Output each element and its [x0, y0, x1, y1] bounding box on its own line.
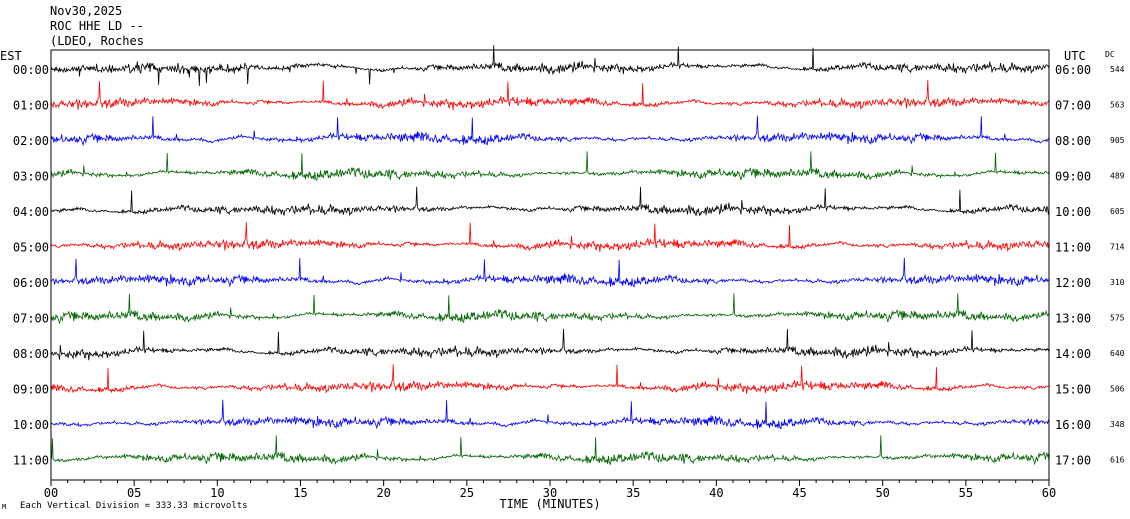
- dc-axis-label: DC: [1105, 50, 1115, 59]
- est-label-1: 01:00: [13, 99, 49, 113]
- dc-value-11: 616: [1110, 456, 1125, 465]
- dc-value-2: 905: [1110, 136, 1125, 145]
- x-tick-label-10: 10: [210, 486, 224, 500]
- est-label-8: 08:00: [13, 347, 49, 361]
- trace-0000: [50, 45, 1050, 87]
- trace-0200: [50, 115, 1050, 147]
- dc-value-0: 544: [1110, 65, 1125, 74]
- utc-label-11: 17:00: [1055, 454, 1091, 468]
- est-label-5: 05:00: [13, 241, 49, 255]
- plot-frame: [50, 49, 1050, 481]
- dc-value-6: 310: [1110, 278, 1125, 287]
- utc-label-3: 09:00: [1055, 170, 1091, 184]
- trace-0500: [50, 222, 1050, 253]
- header-network: (LDEO, Roches: [50, 34, 144, 48]
- x-tick-label-35: 35: [626, 486, 640, 500]
- dc-value-4: 605: [1110, 207, 1125, 216]
- x-tick-label-45: 45: [792, 486, 806, 500]
- utc-label-5: 11:00: [1055, 241, 1091, 255]
- dc-value-5: 714: [1110, 243, 1125, 252]
- trace-0400: [50, 186, 1050, 217]
- utc-label-4: 10:00: [1055, 205, 1091, 219]
- utc-label-7: 13:00: [1055, 312, 1091, 326]
- header-date: Nov30,2025: [50, 4, 123, 18]
- est-label-3: 03:00: [13, 170, 49, 184]
- est-label-0: 00:00: [13, 63, 49, 77]
- est-label-6: 06:00: [13, 276, 49, 290]
- x-tick-label-20: 20: [376, 486, 390, 500]
- header-station: ROC HHE LD --: [50, 19, 144, 33]
- utc-label-0: 06:00: [1055, 63, 1091, 77]
- trace-1000: [50, 399, 1050, 430]
- est-label-11: 11:00: [13, 454, 49, 468]
- utc-label-9: 15:00: [1055, 383, 1091, 397]
- dc-value-7: 575: [1110, 314, 1125, 323]
- footer-mark: M: [2, 503, 7, 511]
- trace-0100: [50, 80, 1050, 111]
- x-tick-label-50: 50: [875, 486, 889, 500]
- dc-value-8: 640: [1110, 349, 1125, 358]
- scale-label: Each Vertical Division = 333.33 microvol…: [20, 501, 248, 511]
- x-tick-label-60: 60: [1042, 486, 1056, 500]
- trace-0900: [50, 364, 1050, 395]
- trace-0700: [50, 293, 1050, 325]
- x-tick-label-00: 00: [44, 486, 58, 500]
- x-tick-label-55: 55: [959, 486, 973, 500]
- est-label-4: 04:00: [13, 205, 49, 219]
- dc-value-1: 563: [1110, 101, 1125, 110]
- trace-0300: [50, 151, 1050, 182]
- est-label-7: 07:00: [13, 312, 49, 326]
- dc-value-3: 489: [1110, 172, 1125, 181]
- utc-label-10: 16:00: [1055, 418, 1091, 432]
- utc-axis-label: UTC: [1064, 49, 1086, 63]
- est-label-2: 02:00: [13, 134, 49, 148]
- utc-label-8: 14:00: [1055, 347, 1091, 361]
- utc-label-1: 07:00: [1055, 99, 1091, 113]
- trace-1100: [50, 435, 1050, 466]
- dc-value-9: 506: [1110, 385, 1125, 394]
- dc-value-10: 348: [1110, 420, 1125, 429]
- utc-label-6: 12:00: [1055, 276, 1091, 290]
- est-axis-label: EST: [0, 49, 22, 63]
- x-tick-label-05: 05: [127, 486, 141, 500]
- est-label-9: 09:00: [13, 383, 49, 397]
- x-tick-label-40: 40: [709, 486, 723, 500]
- utc-label-2: 08:00: [1055, 134, 1091, 148]
- x-axis-title: TIME (MINUTES): [499, 497, 600, 511]
- x-tick-label-15: 15: [293, 486, 307, 500]
- x-tick-label-25: 25: [460, 486, 474, 500]
- trace-0600: [50, 257, 1050, 288]
- x-tick-label-30: 30: [543, 486, 557, 500]
- trace-0800: [50, 328, 1050, 361]
- est-label-10: 10:00: [13, 418, 49, 432]
